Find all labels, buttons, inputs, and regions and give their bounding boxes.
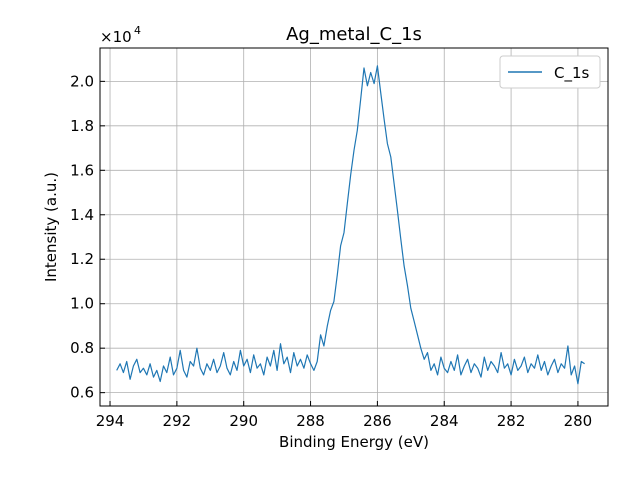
series-line-c-1s xyxy=(116,65,585,385)
x-tick-label: 284 xyxy=(430,412,459,430)
grid xyxy=(100,48,608,406)
legend-label-c-1s: C_1s xyxy=(554,64,590,83)
x-tick-label: 282 xyxy=(497,412,526,430)
y-scale-base: ×10 xyxy=(100,28,132,46)
y-tick-label: 0.6 xyxy=(70,384,94,402)
y-tick-label: 0.8 xyxy=(70,339,94,357)
x-tick-label: 280 xyxy=(564,412,593,430)
y-scale-multiplier: ×10 4 xyxy=(100,24,141,46)
ticks: 294 292 290 288 286 284 282 280 0.6 0.8 1.0 1.2 1.4 1… xyxy=(70,72,592,430)
plot-frame xyxy=(99,47,609,407)
x-axis-label: Binding Energy (eV) xyxy=(279,433,429,451)
y-tick-label: 1.2 xyxy=(70,250,94,268)
legend-box xyxy=(499,55,601,89)
chart-title: Ag_metal_C_1s xyxy=(286,24,422,45)
x-tick-label: 286 xyxy=(363,412,392,430)
y-tick-label: 1.0 xyxy=(70,295,94,313)
y-tick-label: 2.0 xyxy=(70,72,94,90)
y-tick-label: 1.8 xyxy=(70,117,94,135)
y-tick-label: 1.4 xyxy=(70,206,94,224)
y-scale-exponent: 4 xyxy=(134,24,141,37)
x-tick-label: 292 xyxy=(163,412,192,430)
legend: C_1s xyxy=(499,55,601,89)
y-axis-label: Intensity (a.u.) xyxy=(42,172,60,282)
x-tick-label: 290 xyxy=(229,412,258,430)
x-tick-label: 288 xyxy=(296,412,325,430)
y-tick-label: 1.6 xyxy=(70,161,94,179)
series-layer xyxy=(116,65,585,385)
x-tick-label: 294 xyxy=(96,412,125,430)
